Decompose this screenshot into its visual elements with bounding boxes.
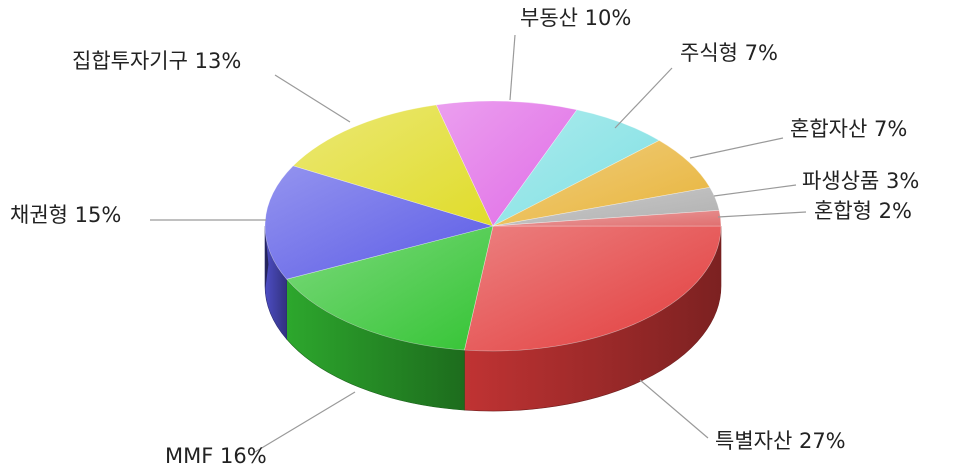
pie-sides (264, 225, 722, 412)
slice-8-top (492, 210, 722, 227)
leader-line (717, 211, 807, 218)
slice-label: 특별자산 27% (715, 429, 846, 453)
slice-label: 집합투자기구 13% (72, 49, 241, 73)
leader-line (509, 34, 516, 101)
pie-tops (264, 100, 722, 352)
leader-line (713, 184, 797, 197)
slice-label: 혼합자산 7% (790, 117, 907, 141)
leader-lines (150, 34, 807, 453)
slice-label: MMF 16% (165, 444, 267, 468)
slice-label: 파생상품 3% (802, 169, 919, 193)
leader-line (254, 391, 356, 453)
leader-line (274, 74, 351, 123)
slice-side-edge (265, 230, 269, 291)
slice-3-top (292, 104, 494, 227)
slice-label: 혼합형 2% (814, 199, 912, 223)
slice-label: 주식형 7% (680, 41, 778, 65)
leader-line (689, 137, 784, 159)
slice-labels: 특별자산 27% MMF 16% 채권형 15% 집합투자기구 13% 부동산 10% 주… (10, 6, 919, 468)
slice-4-top (435, 100, 578, 227)
slice-label: 채권형 15% (10, 203, 121, 227)
slice-2-top (264, 165, 495, 280)
leader-line (639, 379, 709, 439)
slice-0-top (464, 225, 722, 352)
slice-1-top (286, 225, 494, 351)
slice-label: 부동산 10% (520, 6, 631, 30)
leader-line (614, 67, 673, 129)
